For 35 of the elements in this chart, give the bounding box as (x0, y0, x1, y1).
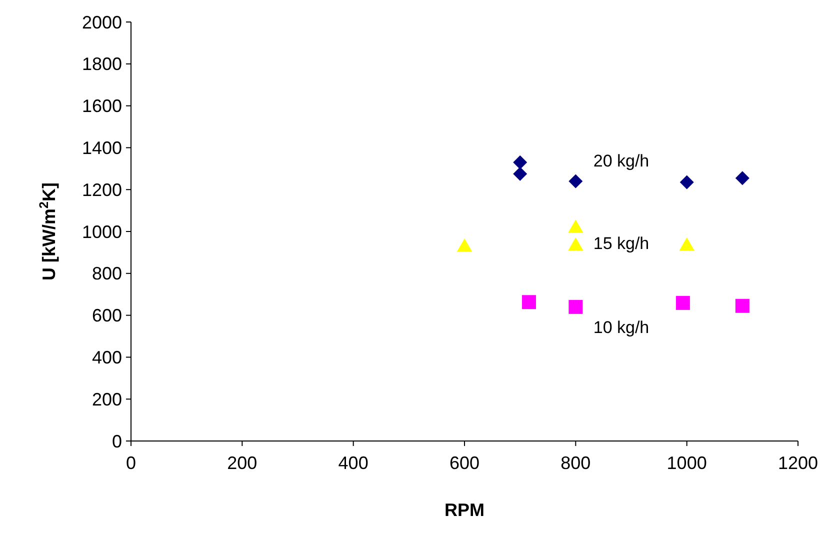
series-label: 10 kg/h (593, 318, 650, 337)
series-label: 15 kg/h (593, 234, 650, 253)
y-tick-label: 1400 (82, 138, 122, 158)
y-tick-label: 800 (92, 264, 122, 284)
y-tick-label: 600 (92, 306, 122, 326)
y-tick-label: 1000 (82, 222, 122, 242)
point (568, 174, 583, 188)
point (568, 220, 584, 233)
x-tick-label: 800 (560, 453, 591, 473)
y-tick-label: 200 (92, 389, 122, 410)
point (456, 238, 472, 252)
point (513, 166, 528, 181)
x-tick-label: 1000 (666, 453, 707, 473)
x-tick-label: 0 (126, 453, 136, 473)
point (735, 298, 750, 313)
point (522, 295, 536, 310)
point (679, 237, 695, 251)
point (735, 171, 750, 186)
point (676, 296, 690, 310)
y-tick-label: 1800 (82, 54, 122, 74)
x-axis-title: RPM (444, 500, 484, 520)
x-tick-label: 600 (449, 453, 480, 473)
point (680, 175, 694, 190)
point (568, 300, 583, 314)
y-tick-label: 2000 (82, 12, 122, 32)
y-tick-label: 0 (112, 431, 122, 452)
point (513, 155, 528, 170)
x-tick-label: 200 (227, 453, 258, 473)
x-tick-label: 400 (338, 453, 368, 473)
point (568, 237, 584, 251)
y-tick-label: 1600 (82, 96, 122, 116)
y-tick-label: 1200 (82, 180, 122, 200)
series-label: 20 kg/h (593, 151, 650, 170)
x-tick-label: 1200 (778, 453, 818, 473)
y-tick-label: 400 (92, 348, 122, 368)
